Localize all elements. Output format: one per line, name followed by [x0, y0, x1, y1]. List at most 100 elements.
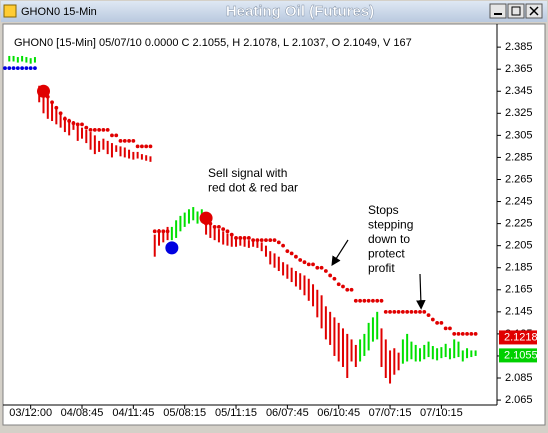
- annotation-arrow: [331, 239, 349, 267]
- stop-dot: [418, 309, 422, 314]
- stop-dot: [238, 236, 243, 240]
- stop-dot: [362, 298, 367, 303]
- stop-dot: [323, 269, 328, 273]
- x-tick-label: 06/10:45: [317, 407, 360, 419]
- y-tick-label: 2.305: [505, 129, 533, 141]
- stop-dot: [349, 287, 354, 292]
- stop-dot: [118, 138, 123, 143]
- stop-dot: [345, 287, 350, 292]
- stop-dot: [379, 298, 384, 303]
- stop-dot: [413, 309, 418, 314]
- annotation: red dot & red bar: [208, 181, 298, 195]
- stop-dot: [212, 225, 217, 229]
- chart-subtitle: GHON0 [15-Min] 05/07/10 0.0000 C 2.1055,…: [14, 37, 412, 49]
- minimize-button[interactable]: [489, 3, 507, 19]
- stop-dot: [255, 238, 260, 243]
- stop-dot: [353, 298, 358, 303]
- stop-dot: [336, 282, 341, 287]
- stop-dot: [80, 122, 84, 127]
- signal-dot: [37, 84, 51, 98]
- x-tick-label: 06/07:45: [266, 407, 309, 419]
- stop-dot: [469, 331, 474, 336]
- stop-dot: [50, 100, 54, 105]
- stop-dot: [443, 326, 448, 331]
- stop-dot: [298, 258, 303, 262]
- window-title: GHON0 15-Min: [21, 6, 97, 18]
- chart-area: [2, 23, 546, 426]
- stop-dot: [396, 309, 401, 314]
- stop-dot: [20, 66, 25, 70]
- window-buttons[interactable]: [489, 3, 543, 19]
- stop-dot: [439, 320, 444, 325]
- stop-dot: [15, 66, 20, 70]
- y-tick-label: 2.185: [505, 262, 533, 274]
- stop-dot: [383, 309, 388, 314]
- stop-dot: [140, 144, 144, 149]
- title-bar: [1, 1, 547, 22]
- y-tick-label: 2.065: [505, 394, 533, 406]
- stop-dot: [88, 127, 93, 132]
- stop-dot: [422, 309, 427, 314]
- app-icon: [3, 4, 17, 18]
- y-tick-label: 2.265: [505, 173, 533, 185]
- y-tick-label: 2.085: [505, 372, 533, 384]
- stop-dot: [242, 236, 247, 240]
- stop-dot: [127, 138, 131, 143]
- stop-dot: [135, 144, 140, 149]
- y-tick-label: 2.165: [505, 284, 533, 296]
- stop-dot: [435, 320, 440, 325]
- stop-dot: [392, 309, 397, 314]
- stop-dot: [452, 331, 457, 336]
- annotation-arrow: [416, 273, 426, 310]
- stop-dot: [165, 229, 170, 234]
- stop-dot: [400, 309, 405, 314]
- stop-dot: [161, 229, 166, 234]
- stop-dot: [84, 125, 89, 130]
- stop-dot: [328, 273, 333, 278]
- stop-dot: [281, 243, 285, 248]
- stop-dot: [7, 66, 12, 70]
- stop-dot: [388, 309, 392, 314]
- stop-dot: [315, 265, 320, 270]
- x-tick-label: 05/11:15: [215, 407, 257, 419]
- annotation: Sell signal with: [208, 166, 287, 180]
- stop-dot: [33, 66, 37, 70]
- stop-dot: [473, 331, 478, 336]
- annotation: profit: [368, 261, 395, 275]
- stop-dot: [229, 232, 234, 237]
- stop-dot: [285, 249, 290, 254]
- stop-dot: [114, 133, 119, 138]
- x-tick-label: 07/10:15: [420, 407, 463, 419]
- stop-dot: [409, 309, 414, 314]
- stop-dot: [122, 138, 127, 143]
- price-label: 2.1218: [504, 331, 538, 343]
- stop-dot: [225, 229, 230, 234]
- stop-dot: [366, 298, 371, 303]
- x-tick-label: 05/08:15: [163, 407, 206, 419]
- y-tick-label: 2.225: [505, 218, 533, 230]
- stop-dot: [268, 238, 273, 243]
- stop-dot: [272, 238, 277, 243]
- stop-dot: [456, 331, 461, 336]
- stop-dot: [289, 251, 294, 256]
- stop-dot: [311, 262, 315, 267]
- stop-dot: [24, 66, 29, 70]
- stop-dot: [58, 111, 63, 116]
- stop-dot: [75, 122, 80, 127]
- y-tick-label: 2.385: [505, 41, 533, 53]
- stop-dot: [302, 260, 307, 265]
- stop-dot: [71, 121, 76, 126]
- stop-dot: [67, 119, 72, 123]
- stop-dot: [375, 298, 380, 303]
- x-tick-label: 03/12:00: [9, 407, 52, 419]
- stop-dot: [62, 116, 67, 121]
- stop-dot: [426, 313, 431, 318]
- stop-dot: [97, 127, 102, 132]
- maximize-button[interactable]: [507, 3, 525, 19]
- stop-dot: [101, 127, 106, 132]
- close-icon: [529, 6, 539, 16]
- stop-dot: [246, 236, 251, 240]
- stop-dot: [332, 276, 337, 281]
- stop-dot: [217, 225, 221, 229]
